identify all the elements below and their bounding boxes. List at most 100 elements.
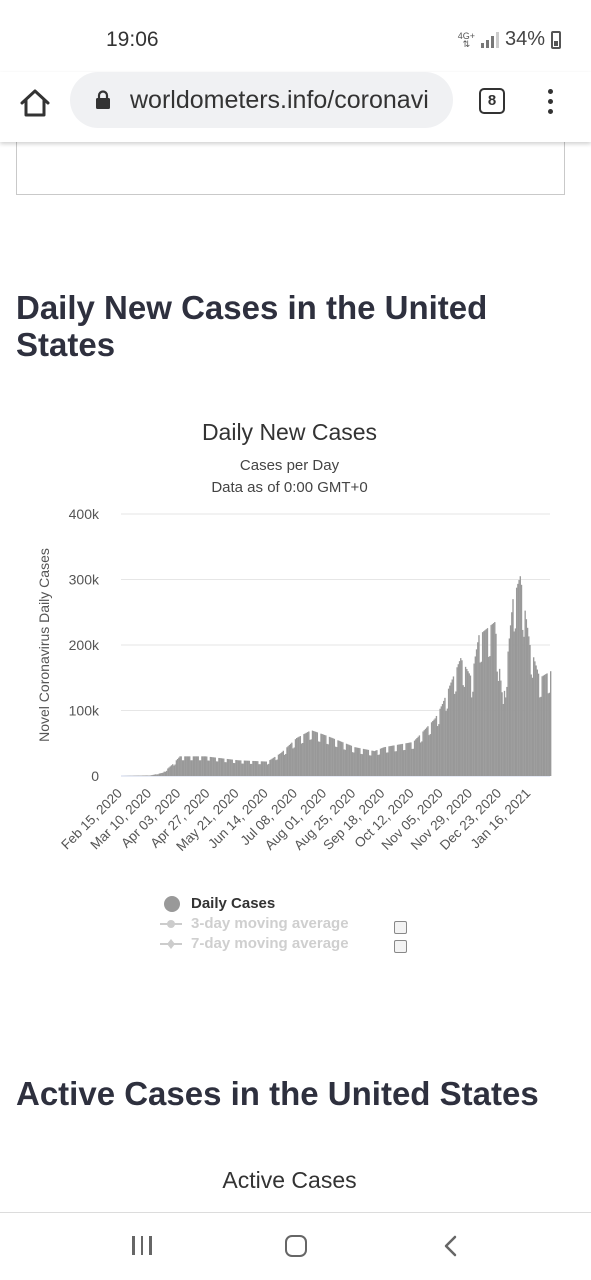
- data-bar: [445, 711, 447, 776]
- data-bar: [500, 680, 502, 776]
- data-bar: [412, 748, 415, 776]
- data-bar: [344, 749, 346, 776]
- data-bar: [546, 673, 548, 776]
- checkbox-7day-average[interactable]: [394, 940, 407, 953]
- data-bar: [494, 622, 496, 776]
- data-bar: [514, 628, 517, 776]
- data-bar: [332, 738, 334, 776]
- data-bar: [159, 773, 162, 776]
- data-bar: [207, 760, 209, 776]
- data-bar: [497, 680, 500, 776]
- data-bar: [402, 750, 405, 776]
- back-icon[interactable]: [440, 1234, 462, 1258]
- data-bar: [145, 775, 147, 776]
- data-bar: [225, 762, 227, 776]
- data-bar: [477, 642, 479, 776]
- data-bar: [503, 690, 506, 776]
- data-bar: [206, 756, 208, 776]
- data-bar: [426, 727, 428, 776]
- data-bar: [463, 686, 466, 776]
- data-bar: [550, 671, 552, 776]
- data-bar: [157, 774, 159, 776]
- data-bar: [349, 745, 351, 776]
- checkbox-3day-average[interactable]: [394, 921, 407, 934]
- data-bar: [548, 692, 551, 776]
- data-bar: [277, 754, 280, 776]
- data-bar: [472, 691, 474, 776]
- data-bar: [475, 649, 478, 776]
- data-bar: [270, 759, 272, 776]
- data-bar: [427, 726, 429, 776]
- address-bar[interactable]: worldometers.info/coronavi: [70, 72, 453, 128]
- tab-switcher-button[interactable]: 8: [479, 88, 505, 114]
- data-bar: [536, 669, 538, 776]
- data-bar: [220, 758, 223, 776]
- data-bar: [298, 736, 300, 776]
- data-bar: [421, 741, 423, 776]
- data-bar: [435, 715, 438, 776]
- data-bar: [462, 685, 464, 776]
- data-bar: [361, 754, 363, 776]
- data-bar: [525, 619, 528, 776]
- data-bar: [367, 749, 370, 776]
- data-bar: [451, 679, 453, 776]
- home-nav-icon[interactable]: [285, 1235, 307, 1257]
- data-bar: [428, 735, 430, 776]
- data-bar: [151, 775, 153, 776]
- data-bar: [364, 749, 366, 776]
- data-bar: [241, 763, 243, 776]
- data-bar: [292, 748, 294, 776]
- data-bar: [547, 693, 549, 776]
- data-bar: [209, 756, 212, 776]
- data-bar: [458, 661, 461, 776]
- data-bar: [381, 748, 383, 776]
- legend-label: 7-day moving average: [191, 935, 349, 952]
- data-bar: [455, 691, 457, 776]
- data-bar: [304, 733, 306, 776]
- data-bar: [377, 754, 379, 776]
- data-bar: [385, 752, 388, 776]
- home-icon[interactable]: [18, 86, 52, 120]
- data-bar: [255, 761, 258, 776]
- data-bar: [419, 742, 422, 776]
- data-bar: [338, 740, 340, 776]
- data-bar: [229, 759, 231, 776]
- recents-icon[interactable]: [132, 1236, 152, 1255]
- data-bar: [343, 749, 345, 776]
- data-bar: [248, 760, 250, 776]
- data-bar: [508, 638, 511, 776]
- data-bar: [382, 747, 384, 776]
- data-bar: [404, 749, 406, 776]
- data-bar: [535, 665, 537, 776]
- data-bar: [168, 767, 170, 776]
- data-bar: [460, 658, 462, 776]
- data-bar: [164, 771, 167, 776]
- data-bar: [394, 751, 396, 776]
- data-bar: [232, 762, 235, 776]
- data-bar: [518, 580, 520, 776]
- data-bar: [378, 754, 381, 776]
- data-bar: [515, 587, 518, 776]
- data-bar: [179, 756, 181, 776]
- data-bar: [429, 734, 432, 776]
- data-bar: [258, 764, 260, 776]
- data-bar: [201, 756, 203, 776]
- data-bar: [190, 760, 192, 776]
- overflow-menu-icon[interactable]: [540, 86, 560, 116]
- data-bar: [540, 696, 542, 776]
- data-bar: [189, 756, 191, 776]
- data-bar: [186, 756, 188, 776]
- y-axis-label: Novel Coronavirus Daily Cases: [36, 548, 52, 742]
- data-bar: [522, 629, 524, 776]
- data-bar: [393, 745, 395, 776]
- data-bar: [374, 750, 377, 776]
- y-tick-label: 400k: [69, 506, 100, 522]
- data-bar: [327, 744, 329, 776]
- daily-cases-chart[interactable]: 0 100k 200k 300k 400k Novel Coronavirus Daily…: [0, 500, 591, 880]
- data-bar: [481, 632, 484, 776]
- data-bar: [316, 732, 319, 776]
- data-bar: [266, 764, 269, 776]
- data-bar: [383, 747, 385, 776]
- data-bar: [197, 756, 199, 776]
- data-bar: [274, 756, 276, 776]
